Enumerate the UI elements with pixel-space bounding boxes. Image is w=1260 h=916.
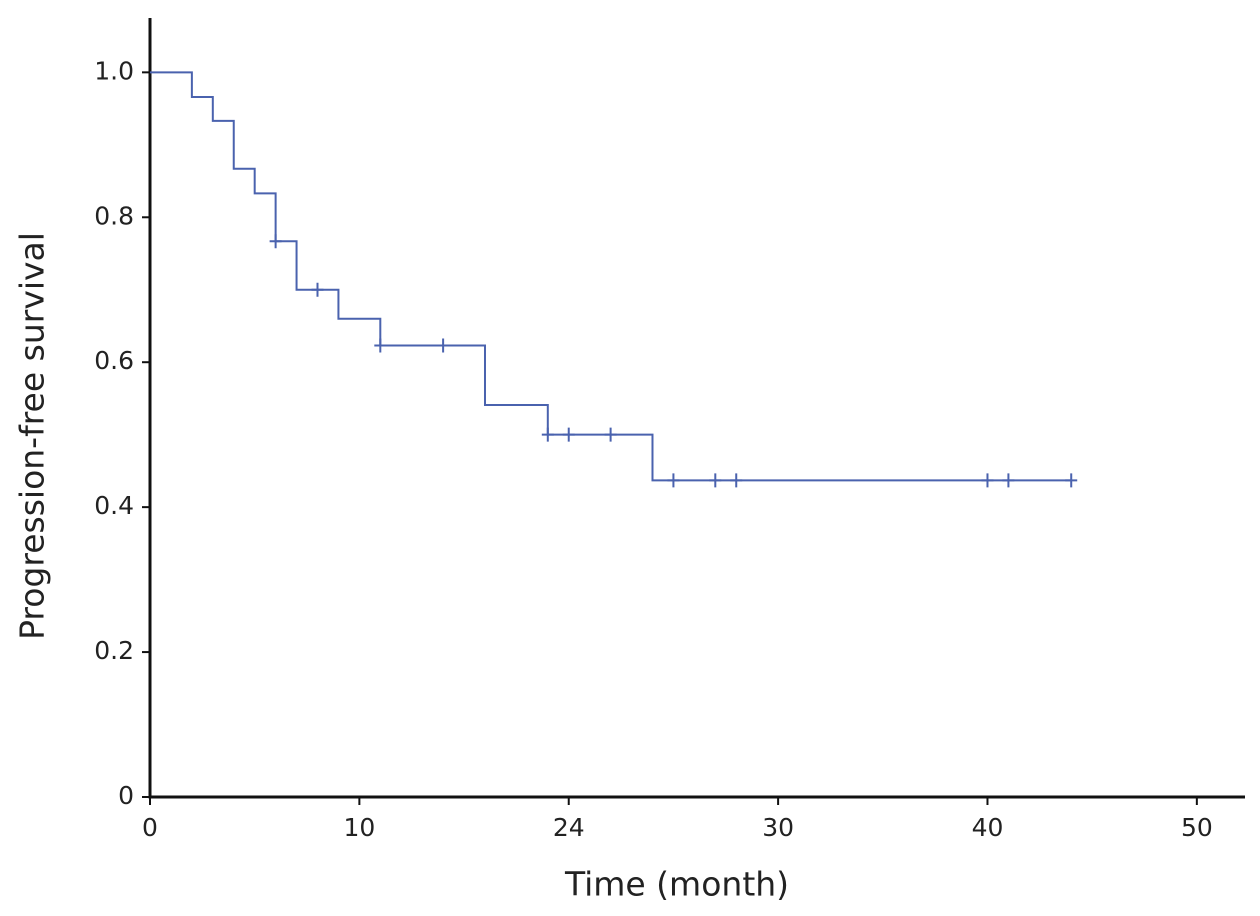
censor-mark bbox=[709, 473, 722, 488]
censor-mark bbox=[1002, 473, 1015, 488]
survival-curve bbox=[150, 71, 1072, 482]
y-axis-label: Progression-free survival bbox=[13, 232, 52, 640]
x-tick-label: 10 bbox=[343, 813, 375, 842]
y-tick-label: 0.4 bbox=[94, 491, 134, 520]
censor-mark bbox=[437, 338, 450, 353]
censor-mark bbox=[981, 473, 994, 488]
y-tick-label: 0 bbox=[118, 781, 134, 810]
x-tick-label: 24 bbox=[553, 813, 585, 842]
x-tick-label: 30 bbox=[762, 813, 794, 842]
censor-mark bbox=[604, 427, 617, 442]
censor-mark bbox=[562, 427, 575, 442]
y-tick-label: 1.0 bbox=[94, 56, 134, 85]
y-tick-label: 0.8 bbox=[94, 201, 134, 230]
y-tick-label: 0.2 bbox=[94, 636, 134, 665]
censor-mark bbox=[269, 234, 282, 249]
censor-mark bbox=[541, 427, 554, 442]
x-axis-label: Time (month) bbox=[564, 865, 789, 904]
censor-mark bbox=[374, 338, 387, 353]
censor-mark bbox=[1065, 473, 1078, 488]
x-tick-label: 50 bbox=[1181, 813, 1213, 842]
y-tick-label: 0.6 bbox=[94, 346, 134, 375]
censor-mark bbox=[667, 473, 680, 488]
x-tick-label: 0 bbox=[142, 813, 158, 842]
censor-mark bbox=[730, 473, 743, 488]
censor-mark bbox=[311, 282, 324, 297]
x-tick-label: 40 bbox=[972, 813, 1004, 842]
